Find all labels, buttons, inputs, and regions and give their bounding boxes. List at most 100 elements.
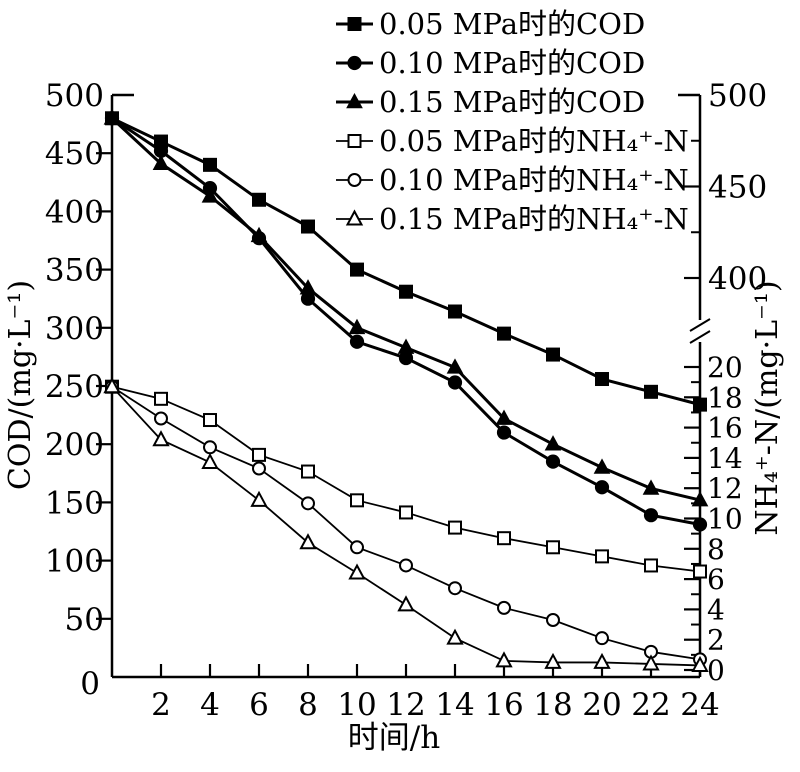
- x-axis-title: 时间/h: [348, 720, 440, 756]
- legend-marker-triangle: [345, 209, 364, 226]
- right-axis-tick-label: 500: [708, 78, 767, 114]
- data-point-triangle: [250, 490, 268, 507]
- legend-label: 0.05 MPa时的COD: [379, 7, 645, 41]
- data-point-triangle: [642, 479, 660, 495]
- data-point-triangle: [642, 654, 660, 671]
- data-point-triangle: [397, 338, 415, 354]
- data-point-triangle: [103, 377, 121, 394]
- legend-label: 0.10 MPa时的COD: [379, 46, 645, 80]
- left-axis-tick-label: 450: [45, 136, 104, 172]
- x-axis-tick-label: 24: [680, 687, 719, 723]
- x-axis-tick-label: 20: [582, 687, 621, 723]
- data-point-circle: [399, 558, 413, 573]
- data-point-triangle: [691, 491, 709, 507]
- legend-marker-circle: [347, 173, 362, 187]
- legend-marker-square: [347, 134, 362, 148]
- data-point-circle: [349, 334, 365, 349]
- x-axis-tick-label: 16: [484, 687, 523, 723]
- legend-marker-square: [347, 17, 362, 31]
- legend-label: 0.15 MPa时的NH₄⁺-N: [379, 202, 689, 236]
- series-0.15-cod: [103, 109, 709, 507]
- right-axis-tick-label: 10: [707, 503, 743, 536]
- data-point-square: [203, 413, 217, 428]
- x-axis-tick-label: 8: [298, 687, 318, 723]
- series-0.10-nh4: [105, 379, 707, 667]
- data-point-square: [448, 520, 462, 535]
- data-point-triangle: [299, 279, 317, 295]
- right-axis-tick-label: 2: [707, 624, 725, 657]
- data-point-circle: [545, 454, 561, 469]
- x-axis-tick-label: 2: [151, 687, 171, 723]
- data-point-square: [546, 347, 560, 362]
- data-point-circle: [154, 411, 168, 426]
- data-point-triangle: [201, 187, 219, 203]
- right-axis-tick-label: 4: [707, 593, 725, 626]
- x-axis-tick-label: 14: [435, 687, 474, 723]
- left-axis-tick-label: 150: [45, 485, 104, 521]
- legend-item: 0.05 MPa时的COD: [336, 7, 645, 41]
- data-point-triangle: [152, 154, 170, 170]
- data-point-circle: [252, 461, 266, 476]
- data-point-square: [644, 558, 658, 573]
- right-axis-tick-label: 8: [707, 533, 725, 566]
- left-axis-tick-label: 350: [45, 253, 104, 289]
- data-point-square: [350, 493, 364, 508]
- legend-marker-circle: [347, 55, 362, 71]
- data-point-circle: [546, 613, 560, 628]
- data-point-square: [693, 397, 707, 412]
- data-point-square: [693, 564, 707, 579]
- data-point-triangle: [446, 358, 464, 374]
- legend: 0.05 MPa时的COD 0.10 MPa时的COD 0.15 MPa时的COD 0…: [336, 7, 689, 236]
- data-point-square: [252, 192, 266, 207]
- data-point-square: [448, 304, 462, 319]
- data-point-triangle: [103, 109, 121, 125]
- data-point-square: [595, 549, 609, 564]
- data-point-square: [203, 157, 217, 172]
- data-point-triangle: [495, 409, 513, 425]
- x-axis-tick-label: 4: [200, 687, 220, 723]
- left-axis-tick-label: 300: [45, 311, 104, 347]
- legend-item: 0.10 MPa时的COD: [336, 46, 645, 80]
- data-point-square: [252, 447, 266, 462]
- series-0.05-nh4: [105, 379, 707, 579]
- data-point-square: [595, 372, 609, 387]
- data-point-circle: [643, 508, 659, 523]
- data-point-triangle: [691, 655, 709, 672]
- data-point-triangle: [397, 595, 415, 612]
- left-axis-tick-label: 400: [45, 194, 104, 230]
- data-point-circle: [594, 480, 610, 495]
- data-point-triangle: [250, 226, 268, 243]
- data-point-square: [497, 326, 511, 341]
- legend-marker-triangle: [346, 92, 363, 109]
- series-0.15-nh4: [103, 377, 709, 672]
- right-axis-upper-ticks: 400 450 500: [684, 78, 767, 297]
- x-axis-tick-label: 10: [337, 687, 376, 723]
- data-point-circle: [595, 631, 609, 646]
- legend-item: 0.15 MPa时的NH₄⁺-N: [336, 202, 689, 236]
- data-point-triangle: [544, 435, 562, 451]
- data-point-triangle: [348, 318, 366, 335]
- data-point-triangle: [446, 628, 464, 645]
- legend-item: 0.15 MPa时的COD: [336, 85, 645, 119]
- data-point-circle: [448, 581, 462, 596]
- data-point-square: [546, 540, 560, 555]
- data-point-square: [301, 219, 315, 234]
- data-point-triangle: [201, 452, 219, 469]
- right-axis-tick-label: 20: [707, 351, 743, 384]
- left-axis-title: COD/(mg·L⁻¹): [3, 280, 38, 490]
- data-point-circle: [497, 600, 511, 615]
- data-point-square: [399, 284, 413, 299]
- data-point-triangle: [593, 458, 611, 474]
- data-point-triangle: [299, 533, 317, 550]
- right-axis-tick-label: 400: [708, 261, 767, 297]
- data-point-triangle: [495, 651, 513, 668]
- data-point-square: [154, 391, 168, 406]
- right-axis-tick-label: 12: [707, 472, 743, 505]
- data-point-triangle: [348, 563, 366, 580]
- origin-tick-label: 0: [80, 666, 100, 702]
- x-axis-tick-label: 6: [249, 687, 269, 723]
- x-axis-tick-label: 12: [386, 687, 425, 723]
- series-0.05-cod: [105, 111, 707, 412]
